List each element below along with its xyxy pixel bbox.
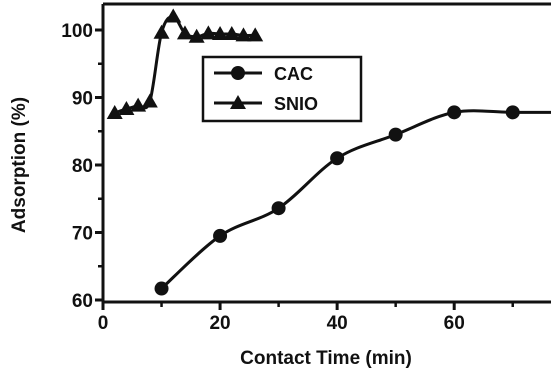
data-point-snio [200, 25, 217, 40]
data-point-snio [165, 8, 182, 23]
y-axis-label: Adsorption (%) [9, 97, 30, 233]
legend-marker-cac [231, 66, 245, 80]
x-tick-label: 60 [444, 313, 465, 334]
series-line-cac [160, 109, 551, 290]
legend-label-snio: SNIO [274, 94, 318, 114]
data-point-cac [447, 105, 462, 120]
legend-label-cac: CAC [274, 64, 313, 84]
legend: CAC SNIO [201, 55, 363, 123]
data-point-snio [235, 27, 252, 42]
data-point-cac [505, 105, 520, 120]
x-tick-label: 20 [209, 313, 230, 334]
x-tick-label: 40 [327, 313, 348, 334]
y-tick-label: 80 [72, 156, 93, 177]
data-point-cac [330, 151, 345, 166]
legend-marker-snio [230, 95, 246, 109]
data-point-snio [153, 24, 170, 39]
series-layer [106, 8, 551, 296]
y-tick-label: 100 [61, 21, 93, 42]
y-tick-label: 70 [72, 224, 93, 245]
data-point-snio [223, 26, 240, 41]
x-tick-label: 0 [98, 313, 109, 334]
data-point-cac [388, 127, 403, 142]
data-point-snio [141, 93, 158, 108]
x-axis-label: Contact Time (min) [240, 348, 412, 369]
data-point-snio [176, 25, 193, 40]
data-point-cac [271, 201, 286, 216]
data-point-cac [154, 281, 169, 296]
axes: 60 70 80 90 100 0 20 40 60 [61, 2, 551, 334]
data-point-snio [106, 105, 123, 120]
data-point-snio [130, 97, 147, 112]
data-point-snio [247, 27, 264, 42]
legend-box [201, 55, 363, 123]
y-tick-label: 60 [72, 291, 93, 312]
data-point-cac [213, 228, 228, 243]
data-point-snio [212, 26, 229, 41]
y-tick-label: 90 [72, 89, 93, 110]
